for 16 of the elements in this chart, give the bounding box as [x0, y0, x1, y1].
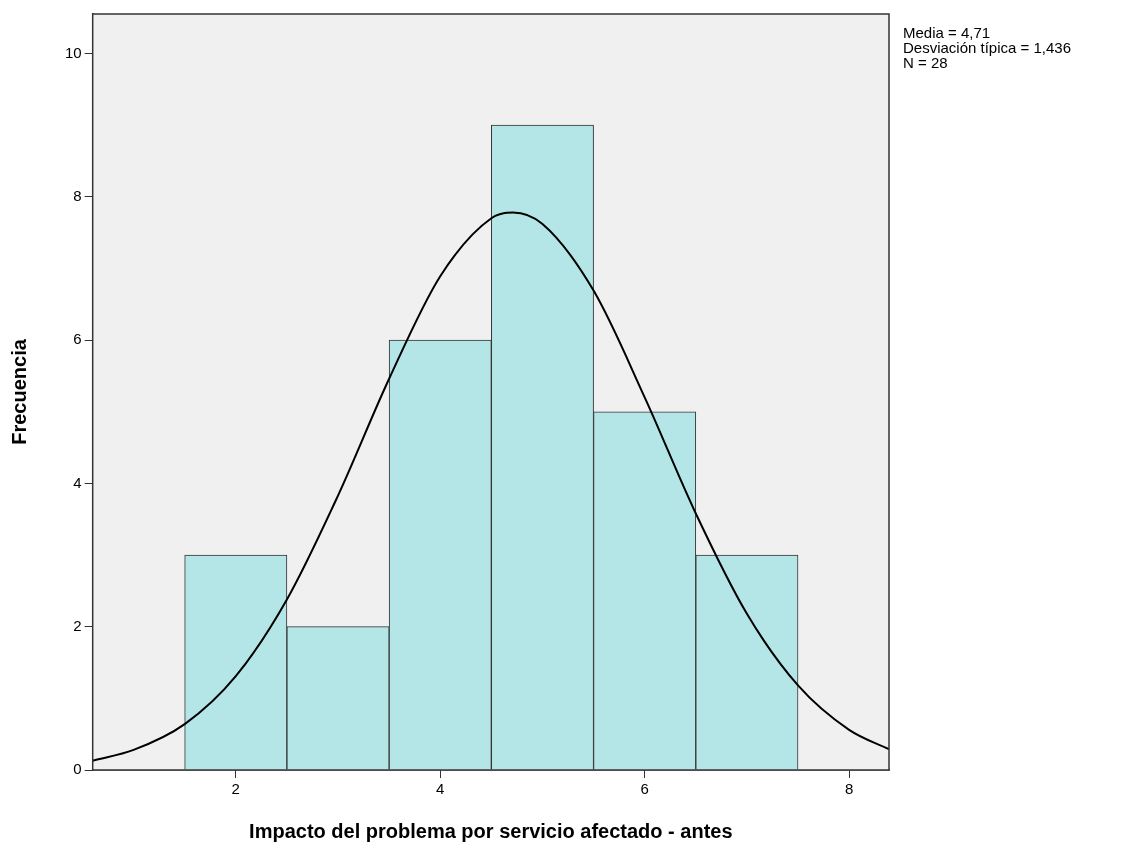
y-tick-label: 4: [73, 473, 82, 491]
x-tick-label: 8: [844, 780, 854, 798]
y-tick-label: 6: [73, 330, 82, 348]
x-axis-title: Impacto del problema por servicio afectado - antes: [249, 819, 733, 842]
y-axis-title: Frecuencia: [7, 338, 30, 445]
x-tick-label: 4: [436, 780, 445, 798]
y-tick-label: 2: [73, 616, 82, 634]
line-series: [92, 211, 889, 762]
y-tick-label: 8: [73, 186, 82, 204]
text: N = 28: [903, 53, 948, 71]
text: Desviación típica = 1,436: [903, 38, 1072, 56]
text: Media = 4,71: [903, 23, 991, 41]
y-tick-label: 0: [73, 760, 82, 778]
x-tick-label: 6: [640, 780, 649, 798]
x-tick-label: 2: [231, 780, 240, 798]
y-tick-label: 10: [65, 43, 82, 61]
